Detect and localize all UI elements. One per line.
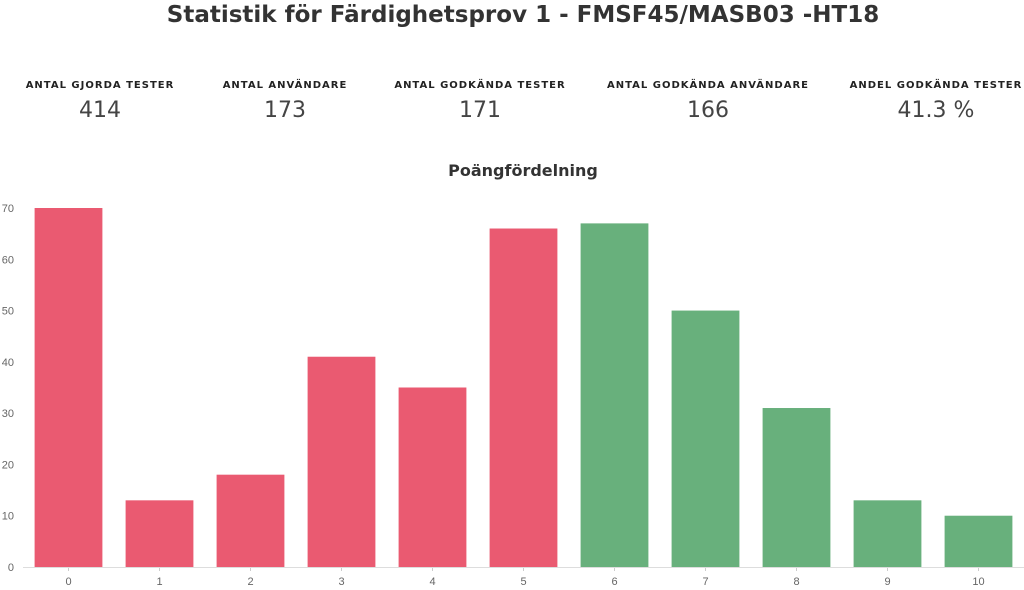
score-distribution-chart: 0 10 20 30 40 50 60 70 0 1 2 3 4 5 6 7 8 9 10 xyxy=(2,203,1024,588)
stat-value: 173 xyxy=(264,98,306,123)
x-tick-label: 9 xyxy=(884,576,890,588)
y-tick-label: 40 xyxy=(2,357,14,369)
x-tick-label: 8 xyxy=(793,576,799,588)
y-tick-label: 30 xyxy=(2,408,14,420)
y-tick-label: 60 xyxy=(2,254,14,266)
stat-value: 41.3 % xyxy=(897,98,975,123)
chart-title: Poängfördelning xyxy=(448,161,598,180)
x-tick-label: 1 xyxy=(156,576,162,588)
stat-label: ANTAL ANVÄNDARE xyxy=(222,80,348,91)
stat-label: ANDEL GODKÄNDA TESTER xyxy=(849,80,1023,91)
stat-value: 166 xyxy=(687,98,729,123)
stat-passed-tests: ANTAL GODKÄNDA TESTER 171 xyxy=(370,80,590,123)
x-tick-label: 2 xyxy=(247,576,253,588)
bar-8 xyxy=(762,408,831,567)
x-tick-label: 6 xyxy=(611,576,617,588)
bar-2 xyxy=(216,474,285,567)
y-tick-label: 0 xyxy=(8,562,14,574)
stat-label: ANTAL GODKÄNDA TESTER xyxy=(394,80,566,91)
x-tick-label: 0 xyxy=(65,576,71,588)
x-tick-label: 5 xyxy=(520,576,526,588)
bar-3 xyxy=(307,356,376,567)
stat-pass-rate: ANDEL GODKÄNDA TESTER 41.3 % xyxy=(836,80,1024,123)
bar-5 xyxy=(489,228,558,567)
bar-10 xyxy=(944,515,1013,567)
stat-passed-users: ANTAL GODKÄNDA ANVÄNDARE 166 xyxy=(583,80,833,123)
y-tick-label: 10 xyxy=(2,511,14,523)
stat-value: 171 xyxy=(459,98,501,123)
x-tick-label: 3 xyxy=(338,576,344,588)
bar-1 xyxy=(125,500,194,567)
stats-row: ANTAL GJORDA TESTER 414 ANTAL ANVÄNDARE … xyxy=(0,80,1024,140)
bar-6 xyxy=(580,223,649,567)
x-tick-label: 7 xyxy=(702,576,708,588)
y-tick-label: 50 xyxy=(2,306,14,318)
stat-label: ANTAL GJORDA TESTER xyxy=(25,80,175,91)
bar-4 xyxy=(398,387,467,567)
stat-total-tests: ANTAL GJORDA TESTER 414 xyxy=(0,80,200,123)
x-tick-label: 10 xyxy=(972,576,984,588)
x-tick-label: 4 xyxy=(429,576,435,588)
y-tick-label: 20 xyxy=(2,459,14,471)
y-tick-label: 70 xyxy=(2,203,14,215)
bar-7 xyxy=(671,310,740,567)
x-axis: 0 1 2 3 4 5 6 7 8 9 10 xyxy=(23,567,1024,588)
bar-0 xyxy=(34,208,103,567)
page-title: Statistik för Färdighetsprov 1 - FMSF45/… xyxy=(166,2,880,28)
stat-total-users: ANTAL ANVÄNDARE 173 xyxy=(185,80,385,123)
stat-label: ANTAL GODKÄNDA ANVÄNDARE xyxy=(607,80,809,91)
bars xyxy=(34,208,1013,567)
y-axis: 0 10 20 30 40 50 60 70 xyxy=(2,203,14,574)
bar-9 xyxy=(853,500,922,567)
stat-value: 414 xyxy=(79,98,121,123)
